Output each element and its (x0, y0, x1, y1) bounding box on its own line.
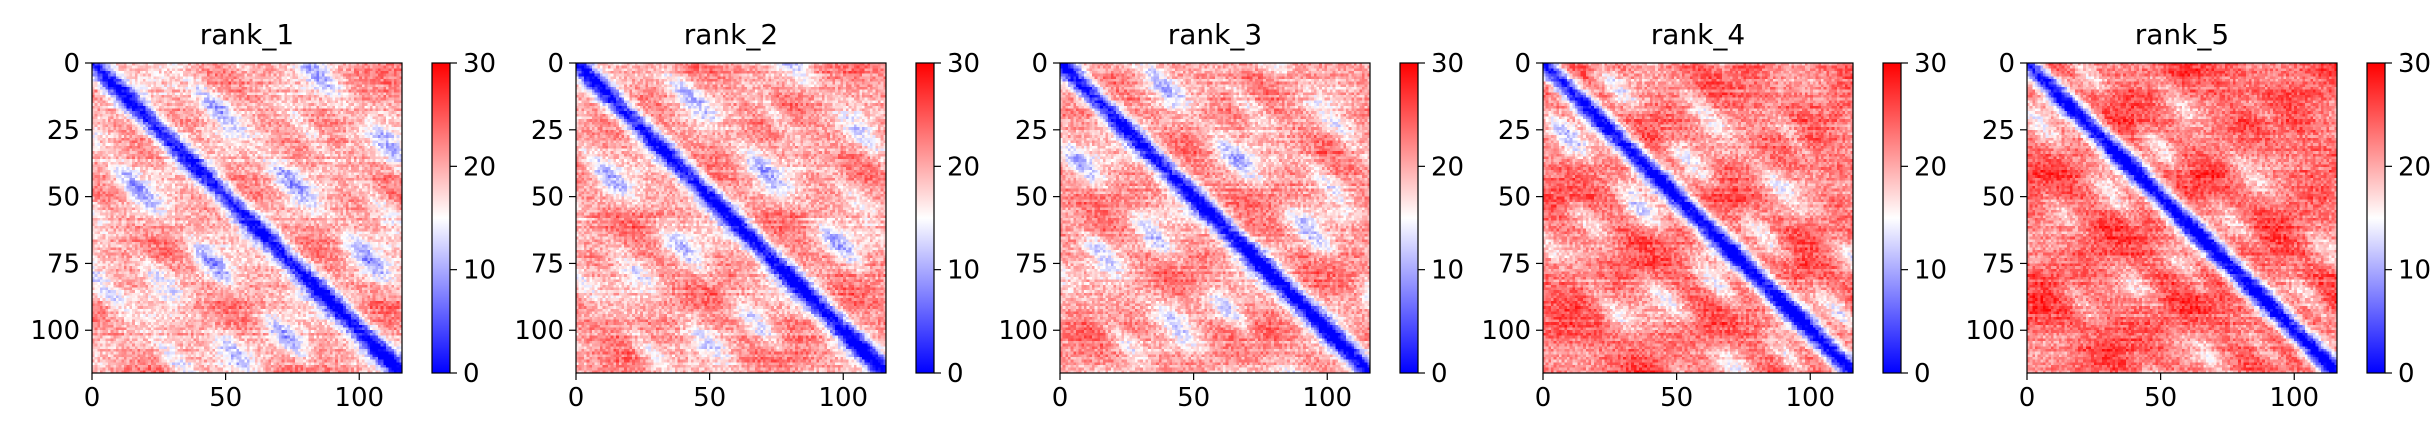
y-tick-label: 100 (998, 316, 1048, 346)
y-tick-label: 25 (1982, 116, 2015, 146)
y-tick-label: 75 (1015, 249, 1048, 279)
x-tick-label: 100 (2269, 383, 2319, 413)
x-tick-label: 50 (693, 383, 726, 413)
colorbar-tick-label: 10 (947, 256, 980, 286)
colorbar-tick-label: 30 (2398, 49, 2431, 79)
heatmap-image (1060, 63, 1370, 373)
colorbar-tick-label: 30 (1914, 49, 1947, 79)
x-tick-label: 50 (2144, 383, 2177, 413)
heatmap-frame (1059, 62, 1371, 374)
y-tick-label: 100 (1965, 316, 2015, 346)
y-tick-label: 75 (1498, 249, 1531, 279)
colorbar-tick-label: 20 (1431, 152, 1464, 182)
x-tick-label: 0 (84, 383, 101, 413)
y-tick-label: 0 (1031, 49, 1048, 79)
colorbar (431, 62, 451, 374)
colorbar-tick-label: 20 (947, 152, 980, 182)
panel-rank_5: rank_5 0 50 100 0 25 50 75 100 0 10 20 30 (1965, 18, 2431, 413)
y-tick-label: 100 (514, 316, 564, 346)
colorbar-tick-label: 0 (2398, 359, 2415, 389)
colorbar-tick-label: 0 (1914, 359, 1931, 389)
colorbar-tick-label: 20 (463, 152, 496, 182)
y-tick-label: 75 (47, 249, 80, 279)
x-tick-label: 100 (334, 383, 384, 413)
panel-rank_4: rank_4 0 50 100 0 25 50 75 100 0 10 20 30 (1481, 18, 1947, 413)
y-tick-label: 25 (47, 116, 80, 146)
heatmap-image (2027, 63, 2337, 373)
heatmap-frame (1542, 62, 1854, 374)
y-tick-label: 0 (1998, 49, 2015, 79)
panel-title: rank_4 (1651, 18, 1745, 51)
y-tick-label: 0 (1514, 49, 1531, 79)
x-tick-label: 100 (1302, 383, 1352, 413)
y-tick-label: 50 (1982, 183, 2015, 213)
x-tick-label: 50 (1660, 383, 1693, 413)
x-tick-label: 100 (1785, 383, 1835, 413)
colorbar-tick-label: 30 (463, 49, 496, 79)
colorbar-tick-label: 30 (1431, 49, 1464, 79)
panel-rank_2: rank_2 0 50 100 0 25 50 75 100 0 10 20 30 (514, 18, 980, 413)
y-tick-label: 75 (1982, 249, 2015, 279)
y-tick-label: 100 (1481, 316, 1531, 346)
colorbar-tick-label: 0 (1431, 359, 1448, 389)
x-tick-label: 0 (1535, 383, 1552, 413)
colorbar-tick-label: 20 (1914, 152, 1947, 182)
y-tick-label: 50 (531, 183, 564, 213)
colorbar-tick-label: 10 (2398, 256, 2431, 286)
x-tick-label: 0 (568, 383, 585, 413)
x-tick-label: 100 (818, 383, 868, 413)
y-tick-label: 25 (1015, 116, 1048, 146)
panel-title: rank_5 (2135, 18, 2229, 51)
y-tick-label: 0 (63, 49, 80, 79)
colorbar (915, 62, 935, 374)
panel-title: rank_1 (200, 18, 294, 51)
heatmap-frame (91, 62, 403, 374)
panel-rank_1: rank_1 0 50 100 0 25 50 75 100 0 10 20 30 (30, 18, 496, 413)
y-tick-label: 50 (1498, 183, 1531, 213)
panel-title: rank_2 (684, 18, 778, 51)
panel-title: rank_3 (1168, 18, 1262, 51)
colorbar-tick-label: 0 (947, 359, 964, 389)
x-tick-label: 0 (2019, 383, 2036, 413)
colorbar (1882, 62, 1902, 374)
y-tick-label: 50 (1015, 183, 1048, 213)
y-tick-label: 75 (531, 249, 564, 279)
heatmap-frame (2026, 62, 2338, 374)
heatmap-image (92, 63, 402, 373)
y-tick-label: 0 (547, 49, 564, 79)
y-tick-label: 25 (1498, 116, 1531, 146)
heatmap-frame (575, 62, 887, 374)
x-tick-label: 50 (209, 383, 242, 413)
y-tick-label: 50 (47, 183, 80, 213)
colorbar-tick-label: 20 (2398, 152, 2431, 182)
y-tick-label: 25 (531, 116, 564, 146)
y-tick-label: 100 (30, 316, 80, 346)
heatmap-image (576, 63, 886, 373)
x-tick-label: 0 (1052, 383, 1069, 413)
colorbar-tick-label: 10 (1914, 256, 1947, 286)
colorbar-tick-label: 10 (463, 256, 496, 286)
colorbar-tick-label: 10 (1431, 256, 1464, 286)
x-tick-label: 50 (1177, 383, 1210, 413)
colorbar (1399, 62, 1419, 374)
colorbar-tick-label: 30 (947, 49, 980, 79)
panel-rank_3: rank_3 0 50 100 0 25 50 75 100 0 10 20 30 (998, 18, 1464, 413)
heatmap-image (1543, 63, 1853, 373)
colorbar (2366, 62, 2386, 374)
colorbar-tick-label: 0 (463, 359, 480, 389)
